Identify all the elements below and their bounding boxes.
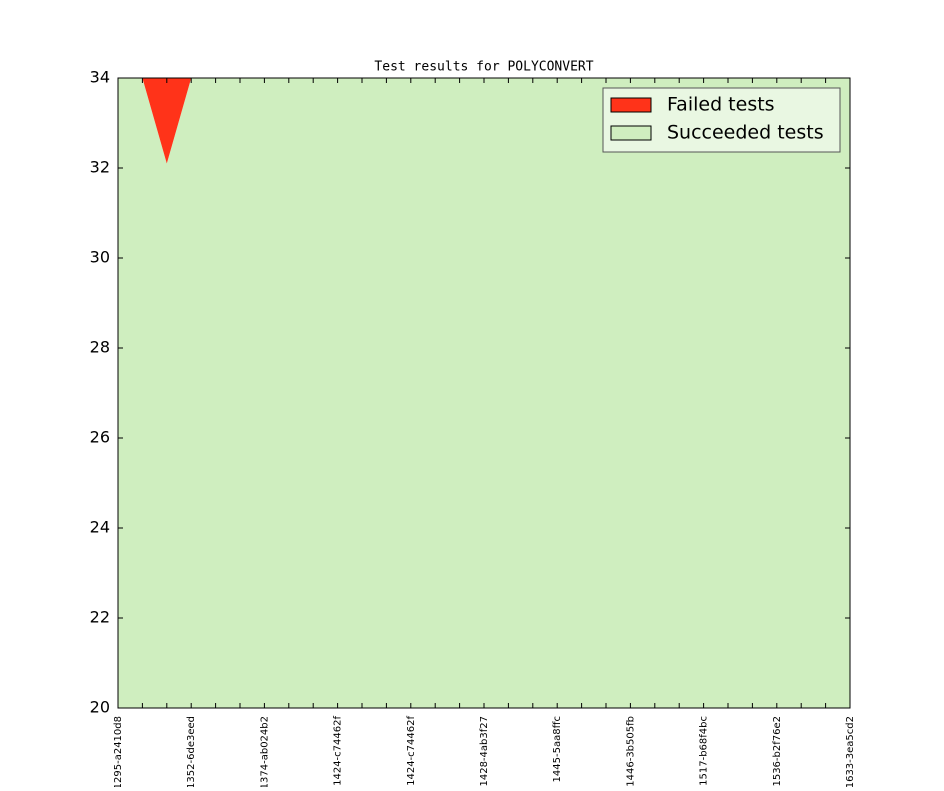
x-tick-label: 1374-ab024b2 xyxy=(259,716,270,787)
x-tick-label: 1517-b68f4bc xyxy=(699,716,710,786)
x-tick-label: 1352-6de3eed xyxy=(186,716,197,787)
x-tick-label: 1424-c74462f xyxy=(406,716,417,786)
y-tick-label: 30 xyxy=(90,248,110,267)
y-tick-label: 28 xyxy=(90,338,110,357)
legend-swatch xyxy=(610,125,652,141)
legend-label: Succeeded tests xyxy=(667,122,824,144)
x-tick-label: 1536-b2f76e2 xyxy=(772,716,783,787)
x-tick-label: 1295-a2410d8 xyxy=(113,716,124,787)
x-tick-label: 1446-3b505fb xyxy=(625,716,636,787)
plot-area xyxy=(118,78,850,708)
y-tick-label: 20 xyxy=(90,698,110,717)
y-tick-label: 26 xyxy=(90,428,110,447)
axes: 20 22 24 26 28 30 32 34 1295-a2410d8 1352-6de3eed… xyxy=(90,68,856,790)
x-tick-label: 1424-c74462f xyxy=(333,716,344,786)
y-tick-label: 32 xyxy=(90,158,110,177)
x-tick-label: 1445-5aa8ffc xyxy=(552,716,563,782)
x-tick-label: 1633-3ea5cd2 xyxy=(845,716,856,787)
chart-title: Test results for POLYCONVERT xyxy=(374,60,593,75)
y-tick-label: 22 xyxy=(90,608,110,627)
area xyxy=(118,78,850,708)
y-tick-label: 24 xyxy=(90,518,110,537)
x-tick-label: 1428-4ab3f27 xyxy=(479,716,490,787)
y-tick-label: 34 xyxy=(90,68,110,87)
legend-swatch xyxy=(610,97,652,113)
legend-label: Failed tests xyxy=(667,94,775,116)
